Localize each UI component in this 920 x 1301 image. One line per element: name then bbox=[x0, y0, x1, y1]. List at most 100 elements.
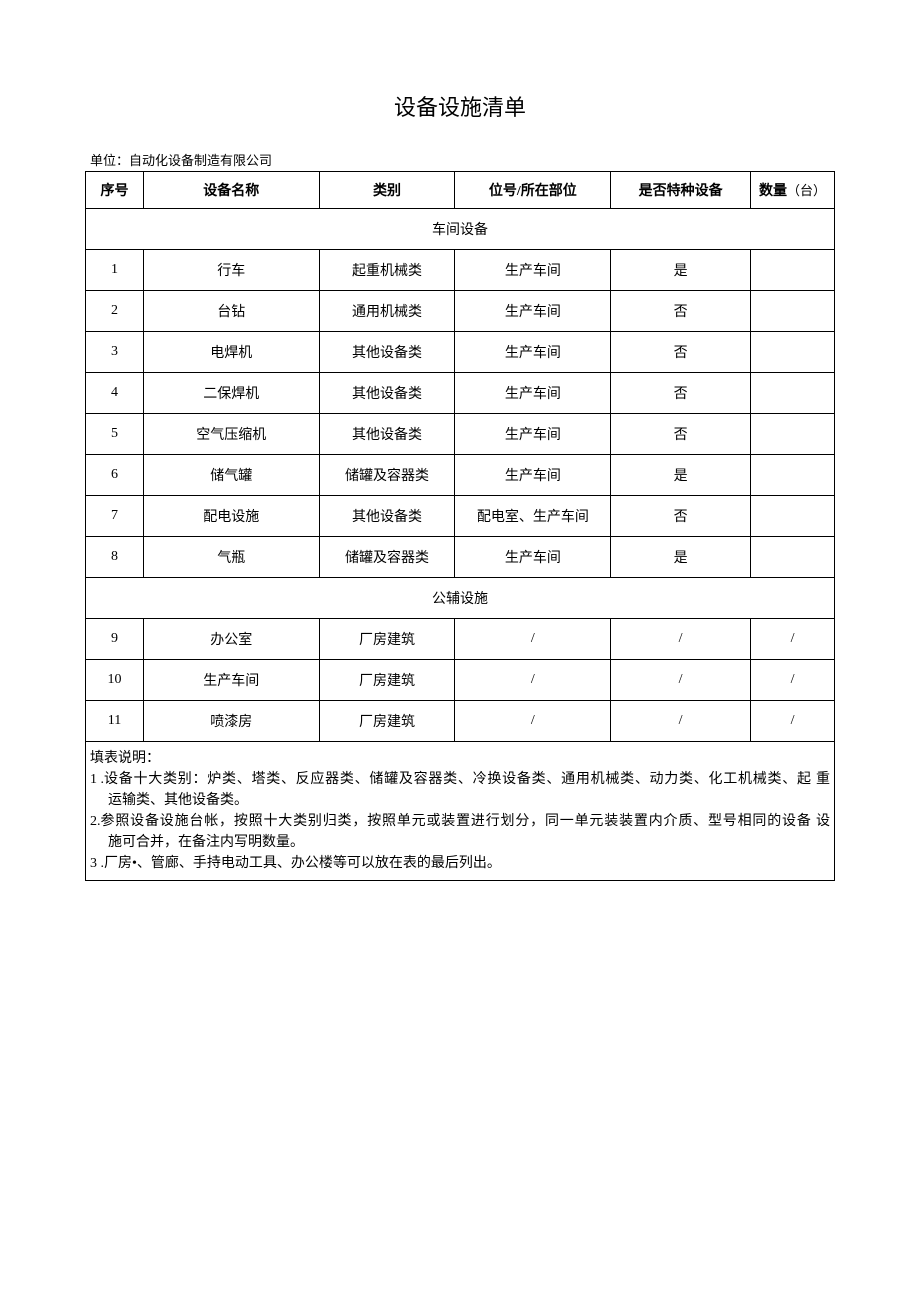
header-seq: 序号 bbox=[86, 172, 144, 209]
cell-category: 其他设备类 bbox=[319, 332, 455, 373]
note-line: 运输类、其他设备类。 bbox=[88, 790, 830, 811]
cell-qty bbox=[751, 332, 835, 373]
note-text: 厂房•、管廊、手持电动工具、办公楼等可以放在表的最后列出。 bbox=[104, 853, 830, 874]
cell-location: 生产车间 bbox=[455, 332, 611, 373]
header-name: 设备名称 bbox=[143, 172, 319, 209]
table-row: 7配电设施其他设备类配电室、生产车间否 bbox=[86, 496, 835, 537]
note-number: 1 . bbox=[88, 769, 104, 790]
cell-name: 办公室 bbox=[143, 619, 319, 660]
cell-category: 通用机械类 bbox=[319, 291, 455, 332]
section-label: 公辅设施 bbox=[86, 578, 835, 619]
cell-seq: 2 bbox=[86, 291, 144, 332]
table-row: 11喷漆房厂房建筑/// bbox=[86, 701, 835, 742]
header-location: 位号/所在部位 bbox=[455, 172, 611, 209]
cell-location: 生产车间 bbox=[455, 291, 611, 332]
note-item: 1 .设备十大类别：炉类、塔类、反应器类、储罐及容器类、冷换设备类、通用机械类、… bbox=[88, 769, 830, 790]
cell-location: / bbox=[455, 619, 611, 660]
cell-seq: 8 bbox=[86, 537, 144, 578]
cell-seq: 4 bbox=[86, 373, 144, 414]
cell-qty bbox=[751, 373, 835, 414]
table-row: 9办公室厂房建筑/// bbox=[86, 619, 835, 660]
cell-special: 否 bbox=[611, 291, 751, 332]
cell-special: / bbox=[611, 619, 751, 660]
unit-prefix: 单位： bbox=[90, 153, 129, 168]
cell-qty bbox=[751, 496, 835, 537]
table-header-row: 序号 设备名称 类别 位号/所在部位 是否特种设备 数量（台） bbox=[86, 172, 835, 209]
section-label: 车间设备 bbox=[86, 209, 835, 250]
cell-category: 起重机械类 bbox=[319, 250, 455, 291]
section-header-row: 车间设备 bbox=[86, 209, 835, 250]
cell-special: 否 bbox=[611, 496, 751, 537]
section-header-row: 公辅设施 bbox=[86, 578, 835, 619]
note-item: 3 .厂房•、管廊、手持电动工具、办公楼等可以放在表的最后列出。 bbox=[88, 853, 830, 874]
cell-qty: / bbox=[751, 701, 835, 742]
cell-category: 其他设备类 bbox=[319, 373, 455, 414]
table-row: 6储气罐储罐及容器类生产车间是 bbox=[86, 455, 835, 496]
header-category: 类别 bbox=[319, 172, 455, 209]
cell-location: 生产车间 bbox=[455, 414, 611, 455]
cell-seq: 7 bbox=[86, 496, 144, 537]
note-number: 2. bbox=[88, 811, 101, 832]
cell-category: 其他设备类 bbox=[319, 414, 455, 455]
cell-location: / bbox=[455, 701, 611, 742]
cell-seq: 6 bbox=[86, 455, 144, 496]
table-row: 8气瓶储罐及容器类生产车间是 bbox=[86, 537, 835, 578]
notes-block: 填表说明： 1 .设备十大类别：炉类、塔类、反应器类、储罐及容器类、冷换设备类、… bbox=[85, 742, 835, 881]
cell-category: 其他设备类 bbox=[319, 496, 455, 537]
cell-seq: 11 bbox=[86, 701, 144, 742]
cell-qty bbox=[751, 455, 835, 496]
table-row: 3电焊机其他设备类生产车间否 bbox=[86, 332, 835, 373]
cell-location: 生产车间 bbox=[455, 250, 611, 291]
note-item: 2.参照设备设施台帐，按照十大类别归类，按照单元或装置进行划分，同一单元装装置内… bbox=[88, 811, 830, 832]
cell-name: 气瓶 bbox=[143, 537, 319, 578]
cell-category: 厂房建筑 bbox=[319, 660, 455, 701]
qty-bold: 数量 bbox=[759, 184, 787, 199]
note-text: 设备十大类别：炉类、塔类、反应器类、储罐及容器类、冷换设备类、通用机械类、动力类… bbox=[104, 769, 830, 790]
note-line: 厂房•、管廊、手持电动工具、办公楼等可以放在表的最后列出。 bbox=[104, 853, 830, 874]
cell-special: 是 bbox=[611, 250, 751, 291]
cell-qty: / bbox=[751, 619, 835, 660]
cell-location: / bbox=[455, 660, 611, 701]
qty-unit: （台） bbox=[787, 183, 826, 198]
cell-location: 配电室、生产车间 bbox=[455, 496, 611, 537]
note-line: 设备十大类别：炉类、塔类、反应器类、储罐及容器类、冷换设备类、通用机械类、动力类… bbox=[104, 769, 830, 790]
cell-seq: 1 bbox=[86, 250, 144, 291]
header-special: 是否特种设备 bbox=[611, 172, 751, 209]
cell-qty bbox=[751, 537, 835, 578]
table-row: 10生产车间厂房建筑/// bbox=[86, 660, 835, 701]
note-text: 参照设备设施台帐，按照十大类别归类，按照单元或装置进行划分，同一单元装装置内介质… bbox=[101, 811, 831, 832]
cell-qty bbox=[751, 250, 835, 291]
cell-qty: / bbox=[751, 660, 835, 701]
header-qty: 数量（台） bbox=[751, 172, 835, 209]
cell-seq: 5 bbox=[86, 414, 144, 455]
cell-location: 生产车间 bbox=[455, 373, 611, 414]
cell-special: 否 bbox=[611, 414, 751, 455]
table-row: 1行车起重机械类生产车间是 bbox=[86, 250, 835, 291]
cell-location: 生产车间 bbox=[455, 455, 611, 496]
cell-seq: 10 bbox=[86, 660, 144, 701]
cell-name: 电焊机 bbox=[143, 332, 319, 373]
cell-category: 厂房建筑 bbox=[319, 619, 455, 660]
cell-special: 是 bbox=[611, 537, 751, 578]
table-row: 2台钻通用机械类生产车间否 bbox=[86, 291, 835, 332]
cell-special: / bbox=[611, 701, 751, 742]
cell-name: 储气罐 bbox=[143, 455, 319, 496]
cell-seq: 3 bbox=[86, 332, 144, 373]
note-number: 3 . bbox=[88, 853, 104, 874]
cell-name: 喷漆房 bbox=[143, 701, 319, 742]
cell-name: 配电设施 bbox=[143, 496, 319, 537]
cell-seq: 9 bbox=[86, 619, 144, 660]
cell-name: 生产车间 bbox=[143, 660, 319, 701]
cell-location: 生产车间 bbox=[455, 537, 611, 578]
cell-special: 是 bbox=[611, 455, 751, 496]
note-line: 施可合并，在备注内写明数量。 bbox=[88, 832, 830, 853]
cell-name: 行车 bbox=[143, 250, 319, 291]
cell-name: 台钻 bbox=[143, 291, 319, 332]
document-title: 设备设施清单 bbox=[85, 90, 835, 122]
note-line: 参照设备设施台帐，按照十大类别归类，按照单元或装置进行划分，同一单元装装置内介质… bbox=[101, 811, 831, 832]
cell-special: 否 bbox=[611, 373, 751, 414]
cell-category: 储罐及容器类 bbox=[319, 537, 455, 578]
equipment-table: 序号 设备名称 类别 位号/所在部位 是否特种设备 数量（台） 车间设备1行车起… bbox=[85, 171, 835, 742]
unit-name: 自动化设备制造有限公司 bbox=[129, 153, 272, 168]
cell-qty bbox=[751, 291, 835, 332]
